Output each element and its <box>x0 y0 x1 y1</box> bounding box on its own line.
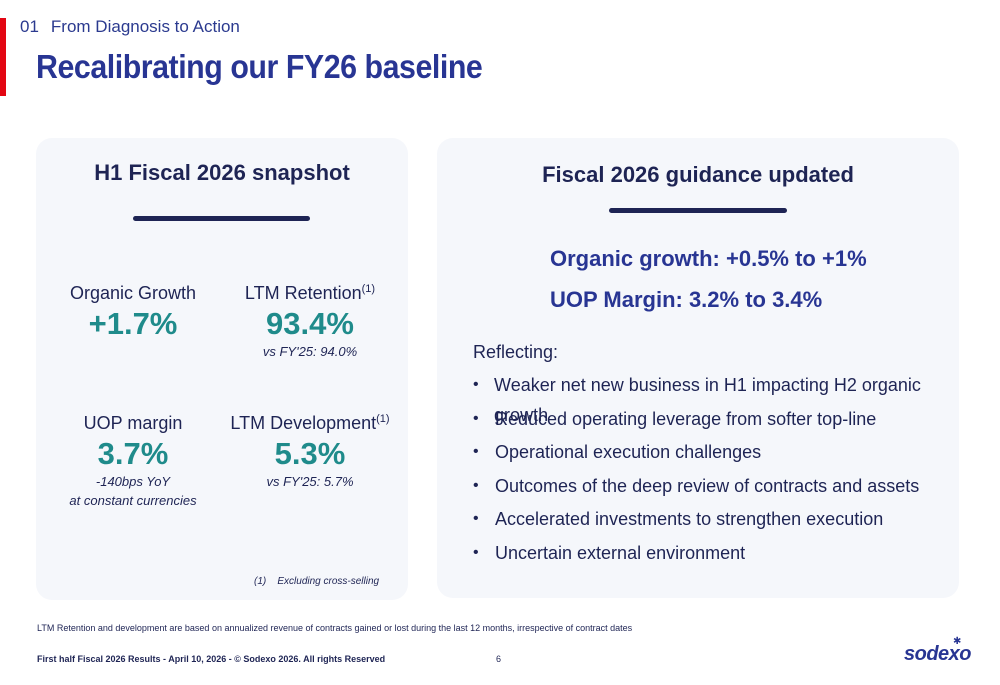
list-item: • Outcomes of the deep review of contract… <box>473 471 959 505</box>
metric-sup: (1) <box>376 413 390 425</box>
bullet-icon: • <box>473 476 479 494</box>
guidance-uop-margin: UOP Margin: 3.2% to 3.4% <box>550 287 823 312</box>
list-item: • Uncertain external environment <box>473 538 959 572</box>
metric-label: LTM Development <box>230 413 377 433</box>
accent-bar <box>0 18 6 96</box>
guidance-title-underline <box>609 208 787 213</box>
list-item: • Accelerated investments to strengthen e… <box>473 504 959 538</box>
section-label: 01 From Diagnosis to Action <box>20 17 240 37</box>
list-item: • Operational execution challenges <box>473 437 959 471</box>
bullet-text: Operational execution challenges <box>495 442 762 462</box>
sodexo-logo: sodexo <box>904 643 972 665</box>
guidance-bullet-list: • Weaker net new business in H1 impacting… <box>473 370 959 571</box>
metric-value: +1.7% <box>88 306 178 341</box>
bullet-text: Accelerated investments to strengthen ex… <box>495 509 884 529</box>
metric-label: UOP margin <box>83 413 183 433</box>
metric-sub: vs FY'25: 94.0% <box>262 344 358 359</box>
metric-ltm-development: LTM Development(1) 5.3% vs FY'25: 5.7% <box>225 413 395 491</box>
metric-label: LTM Retention <box>244 283 362 303</box>
metric-sup: (1) <box>361 283 376 295</box>
snapshot-title: H1 Fiscal 2026 snapshot <box>94 160 350 185</box>
guidance-card: Fiscal 2026 guidance updated Organic gro… <box>437 138 959 598</box>
section-title: From Diagnosis to Action <box>50 17 240 36</box>
footnote-marker: (1) <box>254 576 267 587</box>
footer-text: First half Fiscal 2026 Results - April 1… <box>37 654 386 664</box>
snapshot-title-underline <box>133 216 310 221</box>
bullet-text: Outcomes of the deep review of contracts… <box>495 475 920 496</box>
page-number: 6 <box>496 654 502 664</box>
metric-sub: -140bps YoY <box>95 474 171 489</box>
metric-label: Organic Growth <box>69 283 197 303</box>
bullet-icon: • <box>473 543 479 561</box>
footnote-text: Excluding cross-selling <box>277 576 380 587</box>
metric-sub-2: at constant currencies <box>69 493 197 508</box>
bullet-icon: • <box>473 409 479 427</box>
guidance-organic-growth: Organic growth: +0.5% to +1% <box>550 246 867 271</box>
guidance-title: Fiscal 2026 guidance updated <box>542 162 854 187</box>
list-item: • Weaker net new business in H1 impacting… <box>473 370 959 425</box>
list-item: • Reduced operating leverage from softer … <box>473 404 959 438</box>
section-number: 01 <box>20 17 39 36</box>
metric-organic-growth: Organic Growth +1.7% <box>48 283 218 342</box>
snapshot-card: H1 Fiscal 2026 snapshot Organic Growth +… <box>36 138 408 600</box>
metric-value: 3.7% <box>97 436 169 471</box>
snapshot-footnote: (1) Excluding cross-selling <box>254 576 379 587</box>
metric-value: 5.3% <box>274 436 346 471</box>
metric-ltm-retention: LTM Retention(1) 93.4% vs FY'25: 94.0% <box>225 283 395 361</box>
page-title: Recalibrating our FY26 baseline <box>36 48 483 85</box>
bullet-text: Reduced operating leverage from softer t… <box>495 408 877 429</box>
logo-star-icon: ✱ <box>953 636 962 647</box>
bullet-icon: • <box>473 376 479 393</box>
bullet-icon: • <box>473 443 479 460</box>
bullet-text: Uncertain external environment <box>495 542 746 563</box>
reflecting-label: Reflecting: <box>473 342 559 362</box>
metric-value: 93.4% <box>266 306 354 341</box>
bottom-note: LTM Retention and development are based … <box>37 623 633 633</box>
metric-uop-margin: UOP margin 3.7% -140bps YoY at constant … <box>48 413 218 510</box>
bullet-text: Weaker net new business in H1 impacting … <box>494 375 921 425</box>
bullet-icon: • <box>473 510 479 527</box>
metric-sub: vs FY'25: 5.7% <box>266 474 354 489</box>
